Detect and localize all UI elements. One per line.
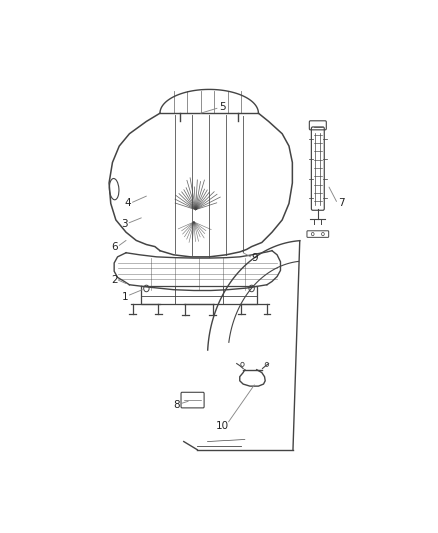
Text: 2: 2 (111, 275, 117, 285)
Text: 5: 5 (219, 102, 226, 112)
Text: 7: 7 (338, 198, 345, 208)
Text: 4: 4 (124, 198, 131, 208)
Text: 9: 9 (252, 253, 258, 263)
Text: 8: 8 (173, 400, 180, 409)
Text: 1: 1 (122, 292, 129, 302)
Text: 3: 3 (121, 219, 127, 229)
Text: 10: 10 (216, 421, 230, 431)
Text: 6: 6 (111, 241, 117, 252)
